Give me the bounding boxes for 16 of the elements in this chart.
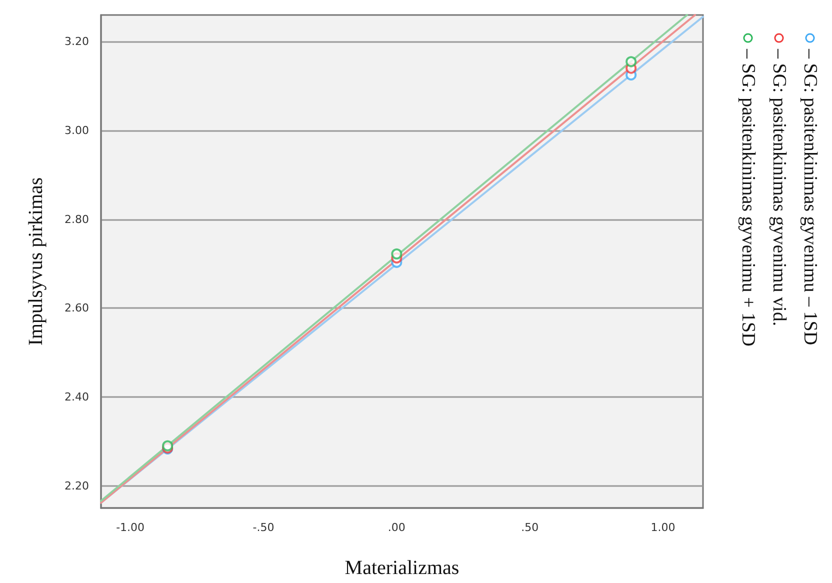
x-tick-label: -1.00 [116,521,145,534]
x-tick-label: .00 [388,521,406,534]
y-tick-label: 3.00 [64,124,89,137]
x-tick-label: .50 [521,521,539,534]
y-tick-label: 2.20 [64,479,89,492]
x-tick-label: -.50 [252,521,274,534]
y-axis-title: Impulsyvus pirkimas [25,177,47,346]
legend-label: – SG: pasitenkinimas gyvenimu vid. [768,48,790,326]
legend-label: – SG: pasitenkinimas gyvenimu – 1SD [800,48,820,346]
y-tick-label: 2.40 [64,390,89,404]
y-tick-label: 2.60 [64,302,89,315]
x-tick-label: 1.00 [650,521,676,534]
y-tick-label: 3.20 [64,35,89,48]
x-axis-title: Materializmas [344,557,460,579]
y-tick-label: 2.80 [64,212,89,226]
legend-label: – SG: pasitenkinimas gyvenimu + 1SD [738,48,758,346]
